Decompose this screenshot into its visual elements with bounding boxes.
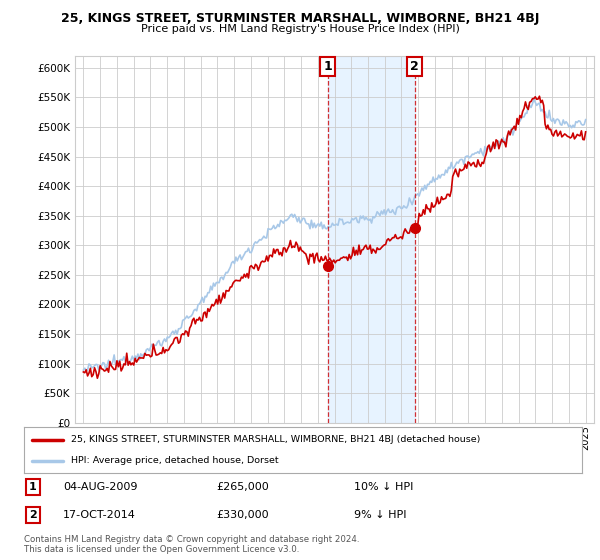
Text: 04-AUG-2009: 04-AUG-2009 (63, 482, 137, 492)
Text: 1: 1 (323, 60, 332, 73)
Text: 1: 1 (29, 482, 37, 492)
Text: 2: 2 (29, 510, 37, 520)
Text: 9% ↓ HPI: 9% ↓ HPI (354, 510, 407, 520)
Text: 10% ↓ HPI: 10% ↓ HPI (354, 482, 413, 492)
Text: £265,000: £265,000 (216, 482, 269, 492)
Text: 2: 2 (410, 60, 419, 73)
Text: £330,000: £330,000 (216, 510, 269, 520)
Bar (328, 56, 415, 423)
Text: Contains HM Land Registry data © Crown copyright and database right 2024.: Contains HM Land Registry data © Crown c… (24, 535, 359, 544)
Text: 25, KINGS STREET, STURMINSTER MARSHALL, WIMBORNE, BH21 4BJ (detached house): 25, KINGS STREET, STURMINSTER MARSHALL, … (71, 435, 481, 444)
Text: HPI: Average price, detached house, Dorset: HPI: Average price, detached house, Dors… (71, 456, 279, 465)
Text: 17-OCT-2014: 17-OCT-2014 (63, 510, 136, 520)
Text: Price paid vs. HM Land Registry's House Price Index (HPI): Price paid vs. HM Land Registry's House … (140, 24, 460, 34)
Text: This data is licensed under the Open Government Licence v3.0.: This data is licensed under the Open Gov… (24, 545, 299, 554)
Text: 25, KINGS STREET, STURMINSTER MARSHALL, WIMBORNE, BH21 4BJ: 25, KINGS STREET, STURMINSTER MARSHALL, … (61, 12, 539, 25)
